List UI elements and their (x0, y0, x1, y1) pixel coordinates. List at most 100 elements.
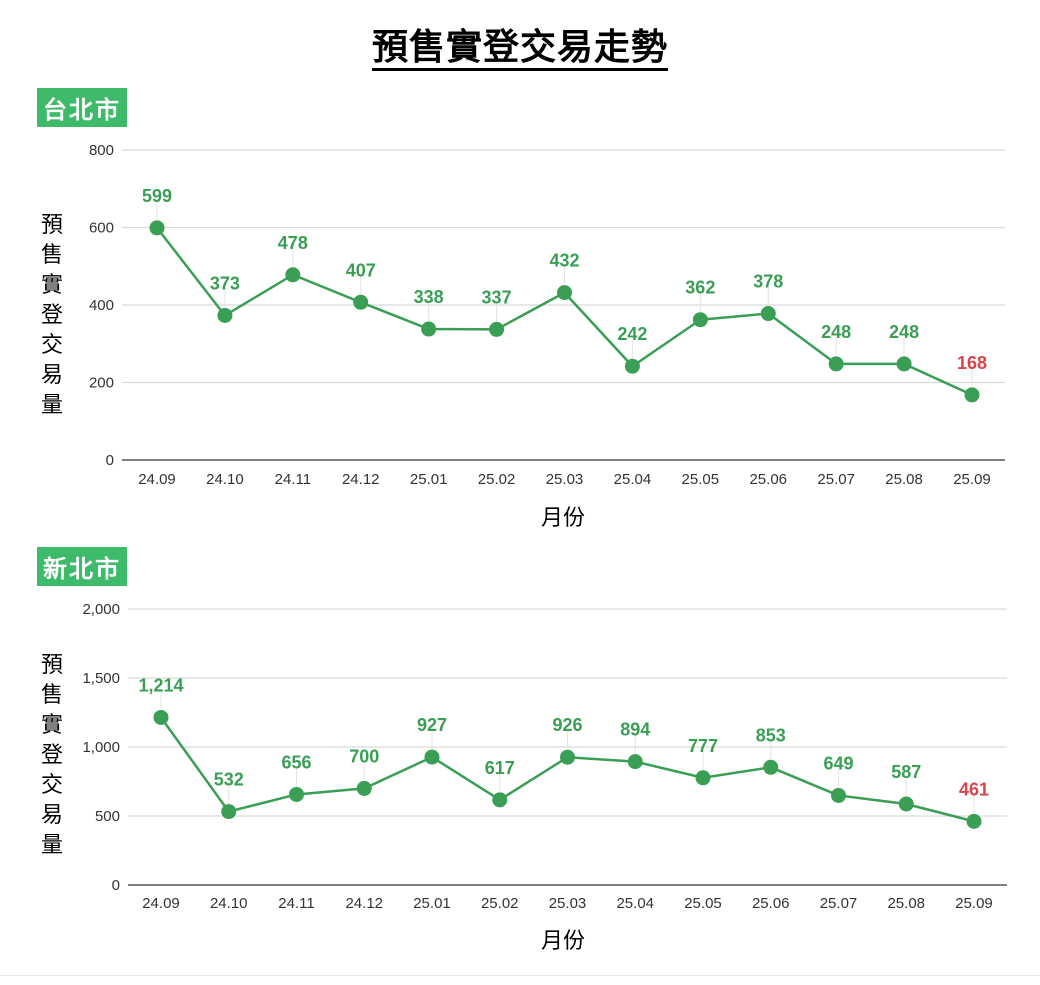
data-point[interactable] (624, 358, 640, 374)
data-label: 649 (823, 753, 853, 773)
y-axis-label: 實 (41, 713, 63, 738)
x-tick-label: 24.10 (206, 471, 244, 488)
y-tick-label: 400 (89, 297, 114, 314)
data-label: 248 (821, 322, 851, 342)
x-tick-label: 25.05 (684, 895, 722, 912)
x-tick-label: 25.03 (546, 471, 584, 488)
data-point[interactable] (964, 387, 980, 403)
data-point[interactable] (557, 285, 572, 301)
data-point[interactable] (898, 796, 914, 812)
data-point[interactable] (489, 321, 505, 337)
x-tick-label: 24.11 (278, 895, 314, 912)
data-label: 656 (281, 752, 311, 772)
page-title: 預售實登交易走勢 (0, 18, 1040, 71)
x-tick-label: 25.09 (953, 471, 991, 488)
data-label: 337 (482, 287, 512, 307)
data-label: 894 (620, 720, 650, 740)
data-point[interactable] (424, 749, 440, 765)
chart-taipei: 0 200 400 600 800 24.09 24.10 24.11 24.12 25.01 25… (41, 142, 1005, 531)
data-point[interactable] (966, 813, 982, 829)
x-tick-label: 24.09 (138, 471, 176, 488)
data-point[interactable] (627, 754, 643, 770)
x-tick-label: 25.01 (413, 895, 451, 912)
x-tick-label: 24.10 (210, 895, 248, 912)
y-axis-label: 交 (41, 773, 63, 798)
y-axis-label: 售 (41, 243, 63, 268)
data-label: 599 (142, 186, 172, 206)
data-label: 1,214 (138, 675, 183, 695)
x-tick-label: 25.06 (749, 471, 787, 488)
x-tick-label: 25.07 (820, 895, 858, 912)
y-axis-label: 登 (41, 743, 63, 768)
x-tick-label: 25.04 (616, 895, 654, 912)
x-tick-label: 25.04 (614, 471, 652, 488)
data-point[interactable] (285, 267, 301, 283)
y-axis-label: 易 (41, 363, 63, 388)
y-axis-label: 預 (41, 213, 63, 238)
y-tick-label: 0 (112, 877, 120, 894)
x-tick-label: 24.11 (275, 471, 311, 488)
data-label: 362 (685, 278, 715, 298)
bottom-divider (0, 975, 1040, 976)
x-tick-label: 24.12 (342, 471, 380, 488)
y-tick-label: 600 (89, 220, 114, 237)
data-label: 587 (891, 762, 921, 782)
y-tick-label: 0 (106, 452, 114, 469)
city-badge-new-taipei: 新北市 (37, 547, 127, 586)
data-point[interactable] (221, 804, 237, 820)
page-title-text: 預售實登交易走勢 (371, 27, 668, 71)
y-tick-label: 800 (89, 142, 114, 159)
data-label: 853 (756, 725, 786, 745)
y-tick-label: 500 (95, 808, 120, 825)
data-label: 478 (278, 233, 308, 253)
data-point[interactable] (353, 294, 369, 310)
y-axis-label: 實 (41, 273, 63, 298)
x-tick-label: 25.02 (478, 471, 516, 488)
x-tick-label: 25.09 (955, 895, 993, 912)
city-badge-taipei: 台北市 (37, 88, 127, 127)
data-point[interactable] (763, 759, 779, 775)
data-label: 617 (485, 758, 515, 778)
x-axis-label: 月份 (541, 506, 585, 531)
data-label: 378 (753, 272, 783, 292)
y-tick-label: 1,000 (82, 739, 120, 756)
data-point[interactable] (149, 220, 165, 236)
y-tick-label: 2,000 (82, 601, 120, 618)
x-tick-label: 25.06 (752, 895, 790, 912)
data-point[interactable] (692, 312, 708, 328)
data-label: 373 (210, 273, 240, 293)
data-label: 926 (552, 715, 582, 735)
data-point[interactable] (828, 356, 844, 372)
x-tick-label: 25.05 (682, 471, 720, 488)
data-point[interactable] (560, 749, 575, 765)
data-point[interactable] (153, 709, 169, 725)
data-point[interactable] (831, 787, 846, 803)
x-tick-label: 25.02 (481, 895, 519, 912)
x-tick-label: 25.01 (410, 471, 448, 488)
data-point[interactable] (421, 321, 437, 337)
data-label: 432 (549, 251, 579, 271)
y-axis-label: 量 (41, 833, 63, 858)
data-label: 242 (617, 324, 647, 344)
y-axis-label: 量 (41, 393, 63, 418)
data-point[interactable] (695, 770, 711, 786)
data-point[interactable] (289, 786, 304, 802)
data-point[interactable] (356, 780, 372, 796)
data-point[interactable] (760, 306, 776, 322)
data-label: 461 (959, 779, 989, 799)
data-label: 338 (414, 287, 444, 307)
x-tick-label: 25.08 (885, 471, 923, 488)
data-label: 248 (889, 322, 919, 342)
data-point[interactable] (217, 307, 233, 323)
y-axis-label: 預 (41, 653, 63, 678)
y-axis-label: 售 (41, 683, 63, 708)
data-point[interactable] (492, 792, 508, 808)
x-tick-label: 24.12 (345, 895, 383, 912)
x-tick-label: 24.09 (142, 895, 180, 912)
data-label: 777 (688, 736, 718, 756)
data-label: 168 (957, 353, 987, 373)
data-label: 927 (417, 715, 447, 735)
data-point[interactable] (896, 356, 912, 372)
y-tick-label: 1,500 (82, 670, 120, 687)
